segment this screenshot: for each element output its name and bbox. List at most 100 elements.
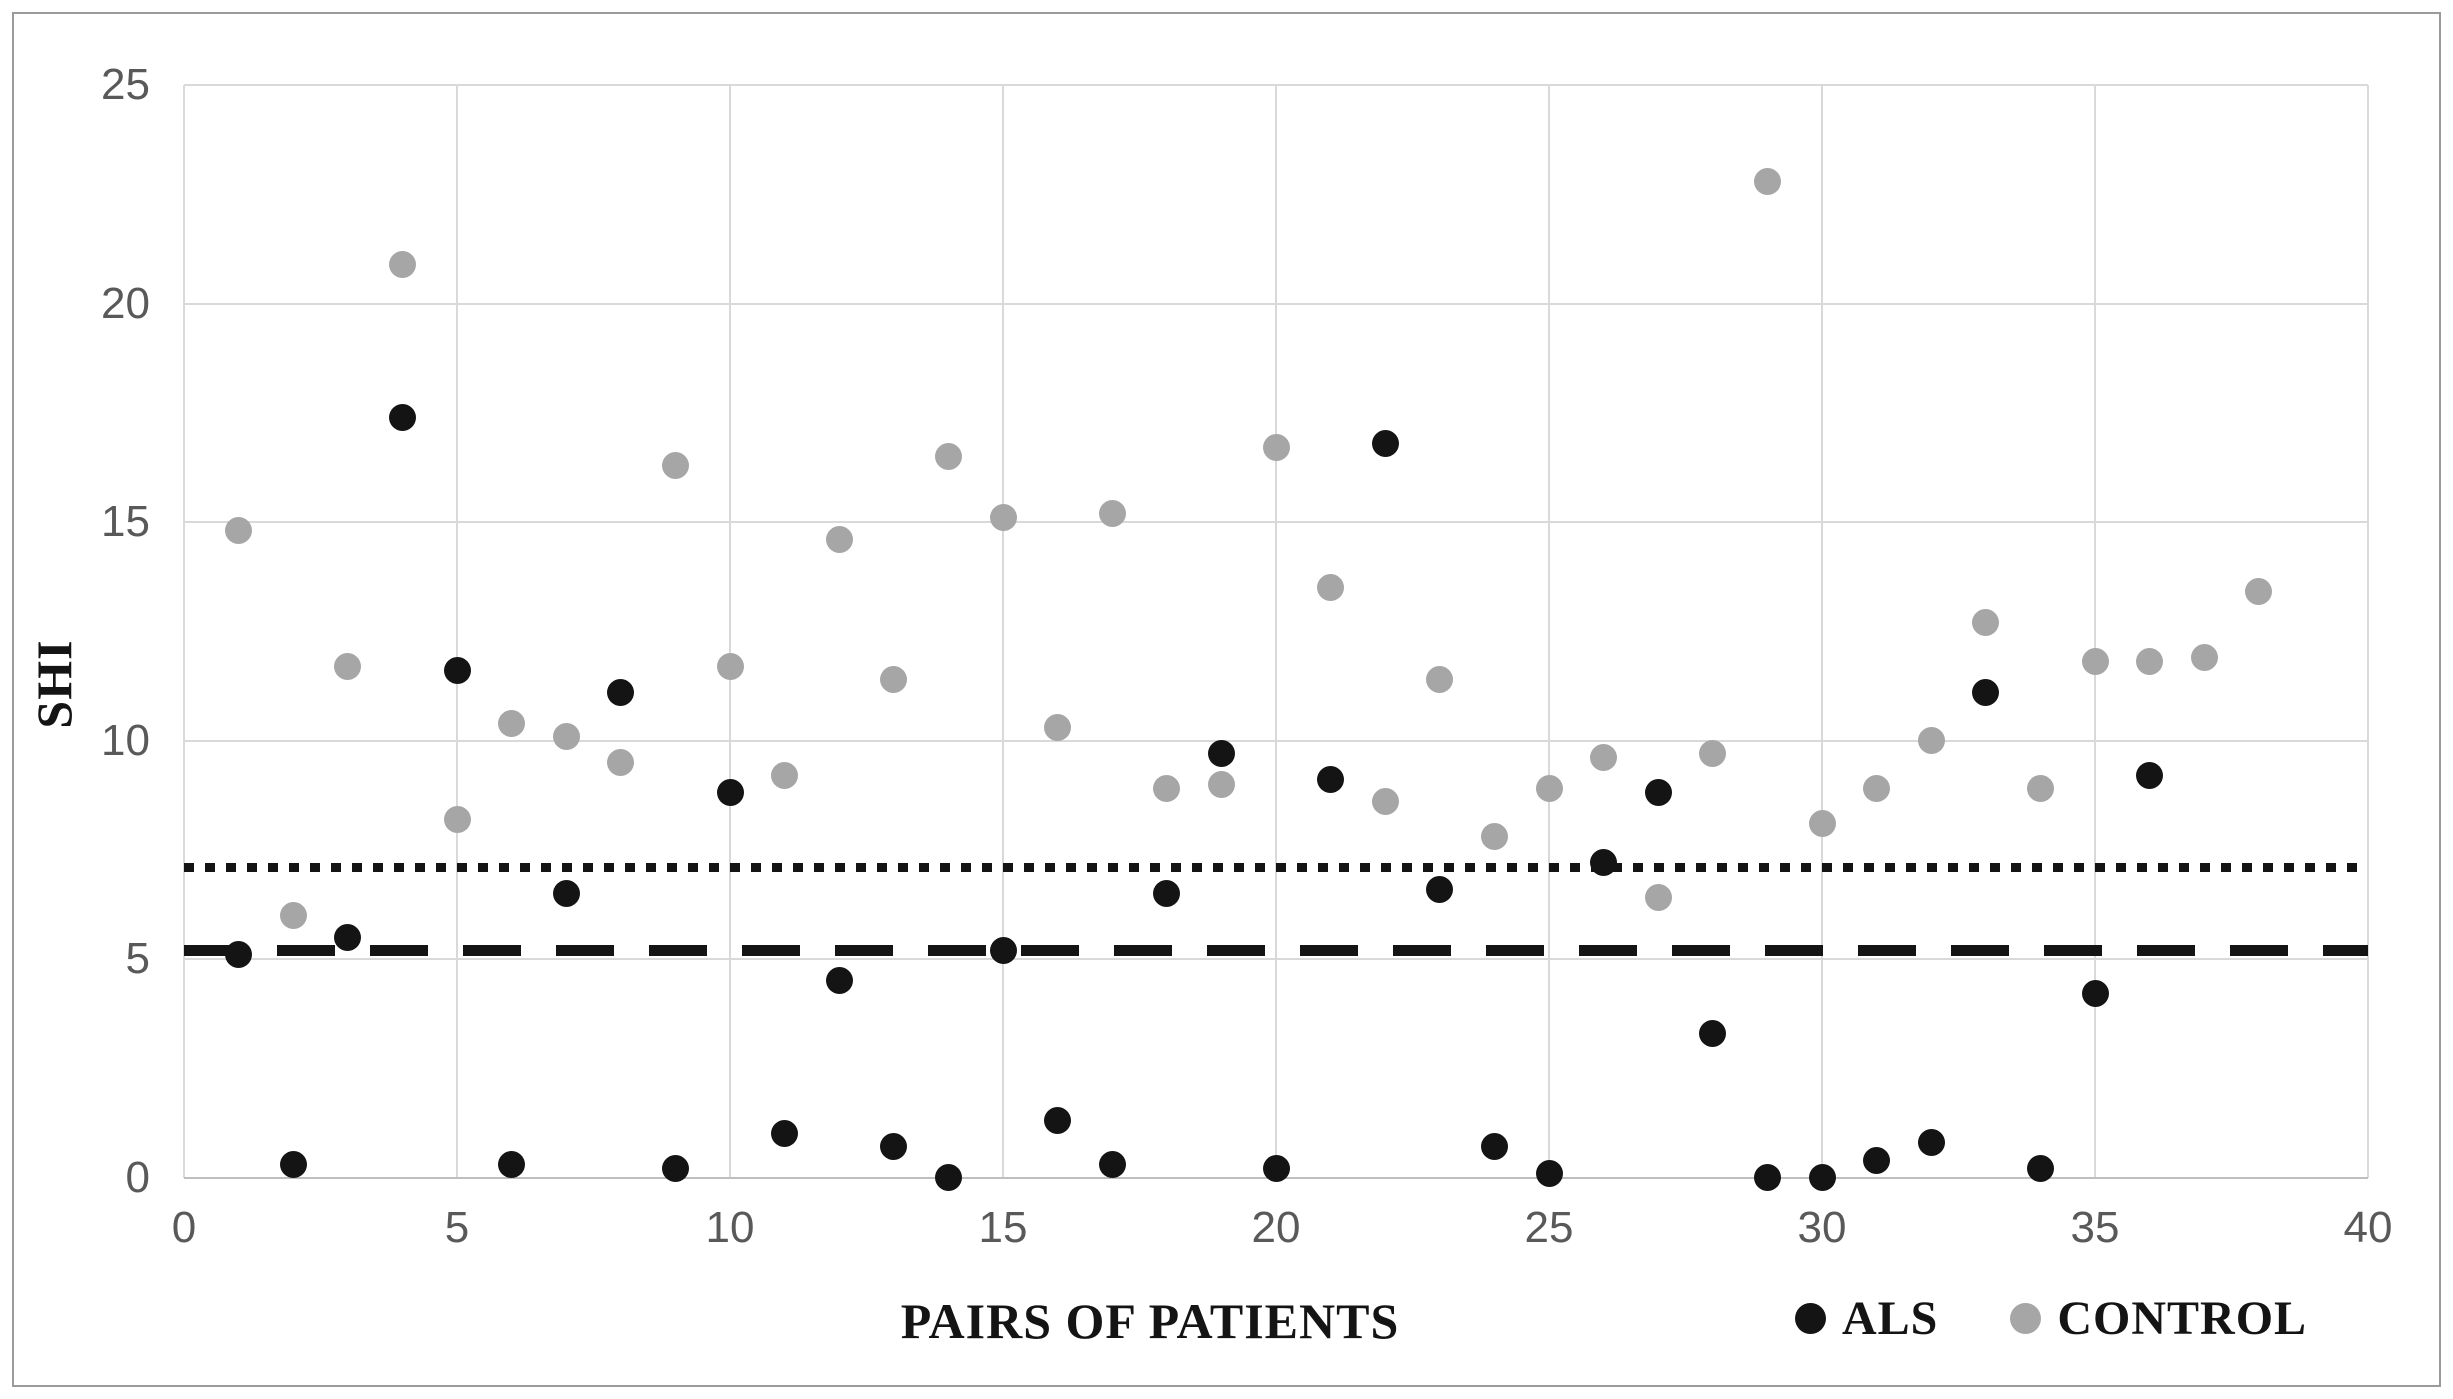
x-tick-label: 20	[1251, 1203, 1301, 1252]
horizontal-gridline	[184, 84, 2368, 86]
control-data-point	[1863, 775, 1891, 803]
als-data-point	[498, 1150, 526, 1178]
als-data-point	[825, 967, 853, 995]
als-data-point	[279, 1150, 307, 1178]
y-axis-title: SHI	[26, 639, 82, 729]
als-data-point	[225, 941, 253, 969]
als-data-point	[2026, 1155, 2054, 1183]
vertical-gridline	[456, 85, 458, 1178]
als-data-point	[1863, 1146, 1891, 1174]
als-legend-marker-icon	[1795, 1302, 1826, 1334]
control-data-point	[225, 517, 253, 545]
horizontal-gridline	[184, 302, 2368, 305]
x-tick-label: 30	[1797, 1203, 1847, 1252]
horizontal-gridline	[184, 521, 2368, 523]
control-data-point	[2026, 775, 2054, 803]
als-data-point	[2081, 980, 2109, 1008]
vertical-gridline	[2367, 85, 2369, 1178]
control-data-point	[2190, 643, 2218, 671]
x-axis-title: PAIRS OF PATIENTS	[900, 1293, 1400, 1349]
als-data-point	[716, 779, 744, 807]
horizontal-gridline	[184, 958, 2368, 960]
als-data-point	[1426, 875, 1454, 903]
x-tick-label: 10	[705, 1203, 755, 1252]
dashed-threshold-line	[184, 944, 2368, 956]
control-data-point	[2245, 578, 2273, 606]
als-data-point	[1098, 1150, 1126, 1178]
y-tick-label: 20	[101, 278, 150, 328]
horizontal-gridline	[184, 739, 2368, 742]
x-tick-label: 25	[1524, 1203, 1574, 1252]
als-data-point	[661, 1155, 689, 1183]
y-tick-label: 15	[101, 497, 150, 546]
control-data-point	[1972, 609, 2000, 636]
als-data-point	[552, 879, 580, 907]
dotted-threshold-line	[184, 862, 2368, 872]
control-data-point	[1426, 665, 1454, 693]
als-legend-label: ALS	[1842, 1291, 1939, 1345]
vertical-gridline	[1548, 85, 1550, 1178]
control-data-point	[607, 748, 635, 776]
x-tick-label: 40	[2343, 1203, 2393, 1252]
x-tick-label: 0	[171, 1203, 197, 1252]
control-data-point	[1535, 775, 1563, 803]
y-tick-label: 5	[125, 934, 150, 983]
als-data-point	[989, 936, 1017, 964]
als-data-point	[1699, 1019, 1727, 1047]
control-data-point	[1207, 770, 1235, 798]
als-data-point	[388, 403, 416, 431]
control-data-point	[1753, 167, 1781, 195]
als-data-point	[934, 1164, 962, 1191]
als-data-point	[1535, 1159, 1563, 1187]
vertical-gridline	[1275, 85, 1277, 1178]
control-data-point	[443, 805, 471, 833]
als-data-point	[1044, 1107, 1072, 1135]
als-data-point	[771, 1120, 799, 1148]
control-data-point	[552, 722, 580, 750]
control-data-point	[661, 451, 689, 479]
als-data-point	[880, 1133, 908, 1161]
control-data-point	[1371, 788, 1399, 816]
y-tick-label: 25	[101, 60, 150, 109]
control-data-point	[1262, 434, 1290, 462]
als-data-point	[1644, 779, 1672, 807]
vertical-gridline	[1821, 85, 1823, 1178]
control-data-point	[934, 442, 962, 470]
control-data-point	[2081, 648, 2109, 676]
x-tick-label: 5	[444, 1203, 470, 1252]
control-data-point	[1098, 499, 1126, 527]
control-data-point	[716, 652, 744, 680]
control-data-point	[1044, 713, 1072, 741]
als-data-point	[1808, 1164, 1836, 1191]
plot-area	[183, 84, 2369, 1191]
control-legend-marker-icon	[2010, 1302, 2042, 1334]
control-data-point	[880, 665, 908, 693]
control-data-point	[498, 709, 526, 737]
control-data-point	[1917, 727, 1945, 754]
x-tick-label: 15	[978, 1203, 1028, 1252]
vertical-gridline	[1002, 85, 1004, 1178]
als-data-point	[443, 657, 471, 685]
control-data-point	[1699, 740, 1727, 768]
als-data-point	[334, 923, 362, 951]
control-data-point	[1317, 574, 1345, 602]
als-data-point	[1753, 1164, 1781, 1191]
als-data-point	[1972, 678, 2000, 706]
y-tick-label: 0	[125, 1152, 150, 1202]
control-data-point	[1153, 775, 1181, 803]
als-data-point	[1371, 429, 1399, 457]
control-data-point	[1480, 823, 1508, 851]
control-legend-label: CONTROL	[2057, 1291, 2308, 1345]
als-data-point	[1153, 879, 1181, 907]
vertical-gridline	[729, 85, 731, 1178]
als-data-point	[1917, 1129, 1945, 1157]
control-data-point	[771, 761, 799, 789]
control-data-point	[279, 901, 307, 929]
control-data-point	[388, 250, 416, 278]
als-data-point	[1590, 849, 1618, 877]
control-data-point	[1808, 810, 1836, 838]
vertical-gridline	[2094, 85, 2096, 1178]
figure-border	[12, 12, 2441, 1387]
legend: ALS CONTROL	[1795, 1288, 2307, 1348]
